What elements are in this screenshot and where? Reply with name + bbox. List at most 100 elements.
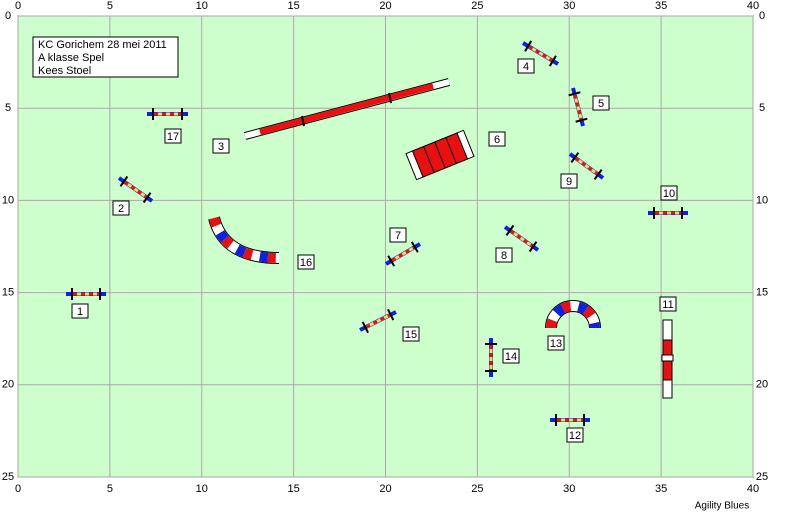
- obstacle-label-box: [402, 326, 420, 342]
- obstacle-label: 13: [550, 338, 562, 350]
- obstacle-label: 15: [405, 329, 417, 341]
- jump-wing: [568, 91, 581, 97]
- x-tick-label: 35: [655, 0, 667, 12]
- x-tick-label: 15: [288, 0, 300, 12]
- obstacle-label: 5: [598, 98, 604, 110]
- jump: [384, 241, 422, 267]
- obstacle-label: 6: [494, 134, 500, 146]
- obstacle-label-box: [566, 427, 584, 443]
- y-tick-label: 25: [756, 471, 768, 483]
- jump-pole: [123, 180, 148, 199]
- obstacle-label-box: [488, 131, 506, 147]
- y-tick-label: 15: [756, 287, 768, 299]
- jump-pole: [391, 246, 415, 262]
- obstacle-label-box: [212, 138, 230, 154]
- a-frame: [405, 129, 475, 181]
- obstacle-label-box: [112, 200, 130, 216]
- info-line: KC Gorichem 28 mei 2011: [38, 39, 167, 51]
- obstacle-label: 12: [569, 430, 581, 442]
- obstacle-label-box: [71, 303, 89, 319]
- y-tick-label: 20: [756, 379, 768, 391]
- y-tick-label: 5: [759, 102, 765, 114]
- obstacle-label: 3: [218, 141, 224, 153]
- x-tick-label: 40: [747, 0, 759, 12]
- jump: [648, 207, 688, 219]
- obstacle-label-box: [495, 247, 513, 263]
- info-line: Kees Stoel: [38, 65, 91, 77]
- jump-wing: [528, 241, 538, 253]
- jump-wing: [410, 241, 419, 253]
- x-tick-label: 35: [655, 483, 667, 495]
- grid: [17, 15, 754, 478]
- obstacle-label: 17: [167, 131, 179, 143]
- y-tick-label: 20: [2, 379, 14, 391]
- x-tick-label: 10: [196, 0, 208, 12]
- jump: [485, 338, 497, 377]
- x-tick-label: 20: [379, 483, 391, 495]
- obstacle-label: 16: [300, 257, 312, 269]
- jump-wing: [387, 308, 395, 321]
- obstacle-label-box: [297, 254, 315, 270]
- obstacle-label: 2: [118, 203, 124, 215]
- obstacle-label: 10: [663, 188, 675, 200]
- x-tick-label: 15: [288, 483, 300, 495]
- jump-pole: [528, 45, 553, 62]
- jump-pole: [573, 94, 583, 120]
- jump-wing: [570, 152, 580, 163]
- obstacle-label: 1: [77, 306, 83, 318]
- x-tick-label: 30: [563, 483, 575, 495]
- jump: [359, 308, 397, 334]
- obstacle-label-box: [389, 227, 407, 243]
- obstacle-label-box: [660, 185, 678, 201]
- obstacle-label: 8: [501, 250, 507, 262]
- x-tick-label: 5: [107, 483, 113, 495]
- info-box: [32, 36, 179, 78]
- y-tick-label: 5: [5, 102, 11, 114]
- jump-wing: [524, 40, 533, 52]
- y-tick-label: 0: [5, 10, 11, 22]
- jump: [568, 87, 588, 127]
- x-tick-label: 20: [379, 0, 391, 12]
- y-tick-label: 0: [759, 10, 765, 22]
- y-tick-label: 10: [2, 194, 14, 206]
- obstacle-label-box: [547, 335, 565, 351]
- footer: Agility Blues: [695, 501, 749, 512]
- obstacle-label: 14: [505, 351, 517, 363]
- tunnel: [545, 300, 601, 329]
- seesaw: [661, 319, 674, 399]
- tunnel: [208, 216, 280, 264]
- jump-pole: [365, 313, 391, 329]
- obstacle-label-box: [659, 296, 677, 312]
- obstacle-label: 4: [523, 61, 529, 73]
- obstacle-label-box: [560, 173, 578, 189]
- jump: [66, 288, 106, 300]
- jump: [568, 152, 605, 180]
- obstacle-label: 9: [566, 176, 572, 188]
- obstacle-label: 11: [662, 299, 673, 311]
- obstacle-label: 7: [395, 230, 401, 242]
- x-tick-label: 10: [196, 483, 208, 495]
- jump: [550, 414, 590, 426]
- y-tick-label: 15: [2, 287, 14, 299]
- x-tick-label: 0: [15, 0, 21, 12]
- jump-wing: [593, 169, 603, 180]
- jump: [503, 224, 540, 253]
- jump-pole: [509, 229, 534, 248]
- dog-walk: [243, 78, 451, 140]
- jump-wing: [119, 175, 129, 187]
- x-tick-label: 25: [471, 0, 483, 12]
- x-tick-label: 5: [107, 0, 113, 12]
- jump-wing: [361, 321, 369, 334]
- jump-wing: [575, 117, 588, 123]
- obstacle-label-box: [502, 348, 520, 364]
- jump-wing: [142, 192, 152, 204]
- jump-pole: [574, 156, 599, 176]
- jump-wing: [387, 255, 396, 267]
- jump-wing: [505, 224, 515, 236]
- x-tick-label: 40: [747, 483, 759, 495]
- x-tick-label: 0: [15, 483, 21, 495]
- obstacle-label-box: [164, 128, 182, 144]
- obstacle-label-box: [517, 58, 535, 74]
- x-tick-label: 30: [563, 0, 575, 12]
